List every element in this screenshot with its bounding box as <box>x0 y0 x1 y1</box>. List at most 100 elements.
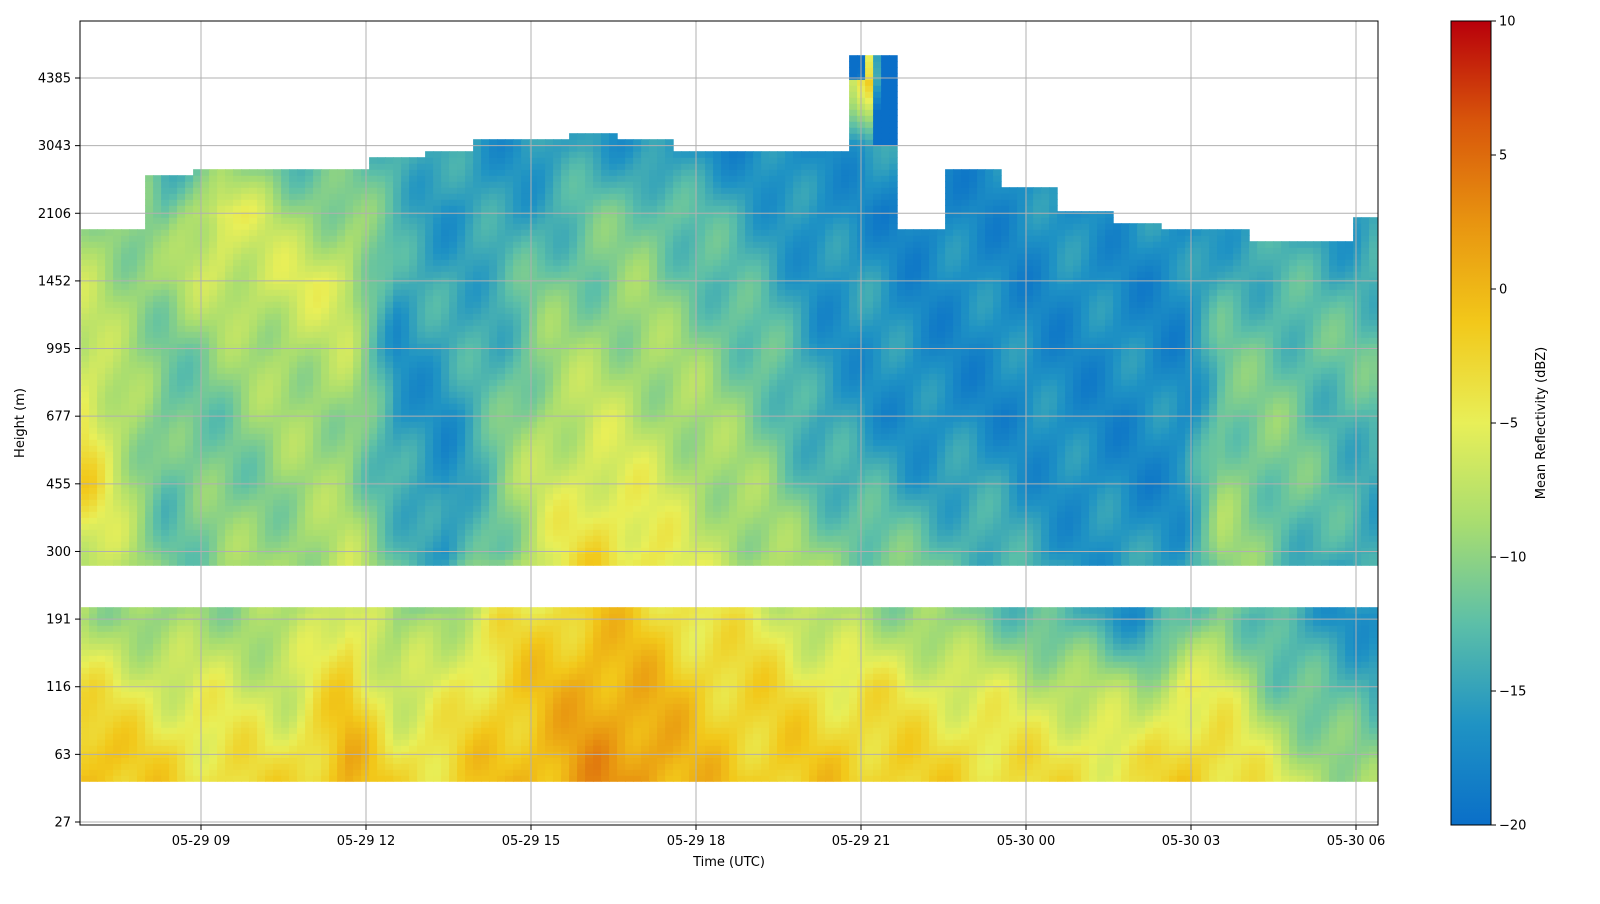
heatmap-cell <box>401 403 410 410</box>
heatmap-cell <box>481 349 490 356</box>
heatmap-cell <box>249 427 258 434</box>
heatmap-cell <box>489 685 498 692</box>
heatmap-cell <box>481 637 490 644</box>
heatmap-cell <box>201 343 210 350</box>
heatmap-cell <box>425 691 434 698</box>
heatmap-cell <box>137 229 146 236</box>
heatmap-cell <box>241 253 250 260</box>
heatmap-cell <box>233 343 242 350</box>
heatmap-cell <box>281 541 290 548</box>
heatmap-cell <box>497 487 506 494</box>
heatmap-cell <box>161 199 170 206</box>
heatmap-cell <box>193 511 202 518</box>
heatmap-cell <box>481 697 490 704</box>
heatmap-cell <box>217 631 226 638</box>
heatmap-cell <box>209 547 218 554</box>
heatmap-cell <box>409 529 418 536</box>
heatmap-cell <box>289 649 298 656</box>
heatmap-cell <box>353 253 362 260</box>
heatmap-cell <box>265 697 274 704</box>
heatmap-cell <box>249 295 258 302</box>
heatmap-cell <box>497 637 506 644</box>
heatmap-cell <box>225 721 234 728</box>
heatmap-cell <box>161 313 170 320</box>
heatmap-cell <box>457 517 466 524</box>
heatmap-cell <box>289 709 298 716</box>
heatmap-cell <box>321 247 330 254</box>
heatmap-cell <box>145 523 154 530</box>
heatmap-cell <box>241 505 250 512</box>
heatmap-cell <box>489 535 498 542</box>
heatmap-cell <box>97 523 106 530</box>
heatmap-cell <box>377 247 386 254</box>
heatmap-cell <box>105 235 114 242</box>
heatmap-cell <box>217 241 226 248</box>
heatmap-cell <box>177 289 186 296</box>
heatmap-cell <box>201 223 210 230</box>
heatmap-cell <box>161 361 170 368</box>
heatmap-cell <box>113 541 122 548</box>
heatmap-cell <box>177 367 186 374</box>
heatmap-cell <box>353 229 362 236</box>
heatmap-cell <box>185 319 194 326</box>
heatmap-cell <box>337 631 346 638</box>
heatmap-cell <box>417 283 426 290</box>
heatmap-cell <box>497 331 506 338</box>
heatmap-cell <box>457 385 466 392</box>
heatmap-cell <box>441 685 450 692</box>
heatmap-cell <box>169 733 178 740</box>
heatmap-cell <box>249 487 258 494</box>
heatmap-cell <box>273 331 282 338</box>
heatmap-cell <box>81 457 90 464</box>
heatmap-cell <box>377 325 386 332</box>
heatmap-cell <box>473 313 482 320</box>
heatmap-cell <box>465 151 474 158</box>
heatmap-cell <box>169 367 178 374</box>
heatmap-cell <box>121 319 130 326</box>
heatmap-cell <box>273 247 282 254</box>
heatmap-cell <box>425 259 434 266</box>
heatmap-cell <box>433 421 442 428</box>
heatmap-cell <box>361 499 370 506</box>
heatmap-cell <box>89 697 98 704</box>
heatmap-cell <box>481 691 490 698</box>
heatmap-cell <box>473 697 482 704</box>
heatmap-cell <box>473 775 482 782</box>
heatmap-cell <box>201 385 210 392</box>
heatmap-cell <box>313 541 322 548</box>
heatmap-cell <box>217 325 226 332</box>
heatmap-cell <box>257 349 266 356</box>
heatmap-cell <box>217 739 226 746</box>
heatmap-cell <box>81 469 90 476</box>
heatmap-cell <box>241 529 250 536</box>
heatmap-cell <box>409 637 418 644</box>
heatmap-cell <box>465 457 474 464</box>
heatmap-cell <box>257 217 266 224</box>
heatmap-cell <box>433 427 442 434</box>
heatmap-cell <box>177 337 186 344</box>
heatmap-cell <box>193 433 202 440</box>
heatmap-cell <box>145 187 154 194</box>
heatmap-cell <box>321 175 330 182</box>
heatmap-cell <box>401 673 410 680</box>
heatmap-cell <box>97 553 106 560</box>
heatmap-cell <box>105 529 114 536</box>
heatmap-cell <box>129 283 138 290</box>
heatmap-cell <box>233 301 242 308</box>
heatmap-cell <box>153 439 162 446</box>
heatmap-cell <box>377 559 386 566</box>
heatmap-cell <box>113 343 122 350</box>
heatmap-cell <box>369 253 378 260</box>
heatmap-cell <box>409 739 418 746</box>
heatmap-cell <box>321 643 330 650</box>
heatmap-cell <box>289 265 298 272</box>
heatmap-cell <box>249 301 258 308</box>
heatmap-cell <box>305 541 314 548</box>
heatmap-cell <box>361 685 370 692</box>
heatmap-cell <box>121 439 130 446</box>
heatmap-cell <box>329 469 338 476</box>
heatmap-cell <box>113 481 122 488</box>
heatmap-cell <box>145 625 154 632</box>
heatmap-cell <box>425 739 434 746</box>
heatmap-cell <box>313 307 322 314</box>
